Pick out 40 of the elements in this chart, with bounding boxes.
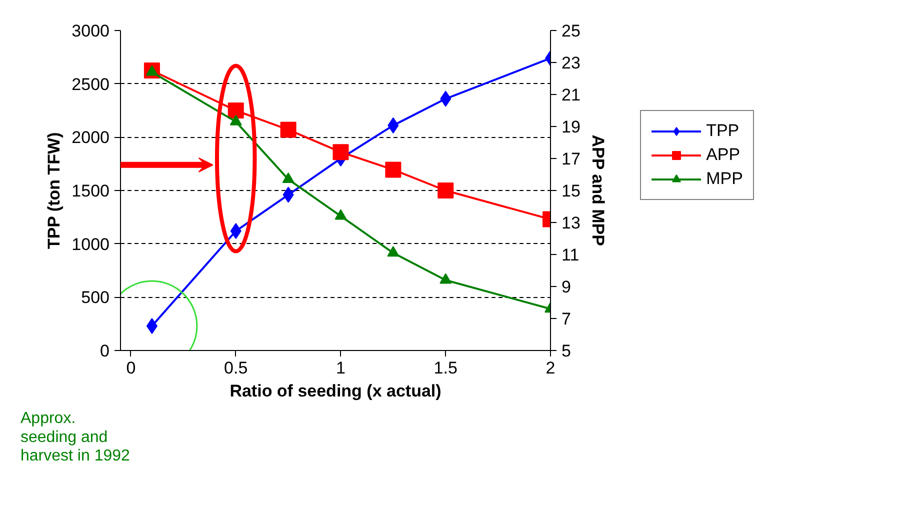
y-tick-label: 1000 [72,234,110,254]
point [280,122,296,138]
y2-tick-label: 23 [562,54,580,72]
y-tick-label: 2500 [72,74,110,94]
x-tick-label: 0 [126,358,136,378]
y2-tick-label: 21 [562,86,580,104]
y2-tick-label: 17 [562,150,580,168]
y2-tick-label: 25 [562,22,580,40]
x-tick-label: 2 [546,358,556,378]
y-tick-label: 3000 [72,22,110,40]
legend-label: APP [706,145,740,165]
y2-axis-title: APP and MPP [588,134,608,246]
text: Approx. seeding and harvest in 1992 [20,410,130,464]
point [440,273,452,284]
legend-label: MPP [706,169,743,189]
legend-label: TPP [706,121,740,141]
y2-tick-label: 5 [562,342,571,360]
point [385,162,402,178]
y-tick-label: 0 [100,342,110,360]
y-tick-label: 2000 [72,128,110,148]
x-axis-title: Ratio of seeding (x actual) [230,382,442,400]
y-tick-label: 1500 [72,182,110,200]
x-tick-label: 1.5 [434,358,458,378]
point [438,182,454,198]
x-tick-label: 1 [336,358,346,378]
y2-tick-label: 9 [562,278,571,296]
point [334,209,347,220]
y2-tick-label: 13 [562,214,580,232]
x-tick-label: 0.5 [224,358,248,378]
point [387,246,400,257]
y2-tick-label: 19 [562,118,580,136]
point [332,144,349,160]
y-axis-title: TPP (ton TFW) [44,132,64,250]
y2-tick-label: 11 [562,246,580,264]
y2-tick-label: 15 [562,182,580,200]
y-tick-label: 500 [81,288,110,308]
point [282,172,294,183]
point [228,102,244,118]
point [230,114,242,126]
y2-tick-label: 7 [562,310,571,328]
